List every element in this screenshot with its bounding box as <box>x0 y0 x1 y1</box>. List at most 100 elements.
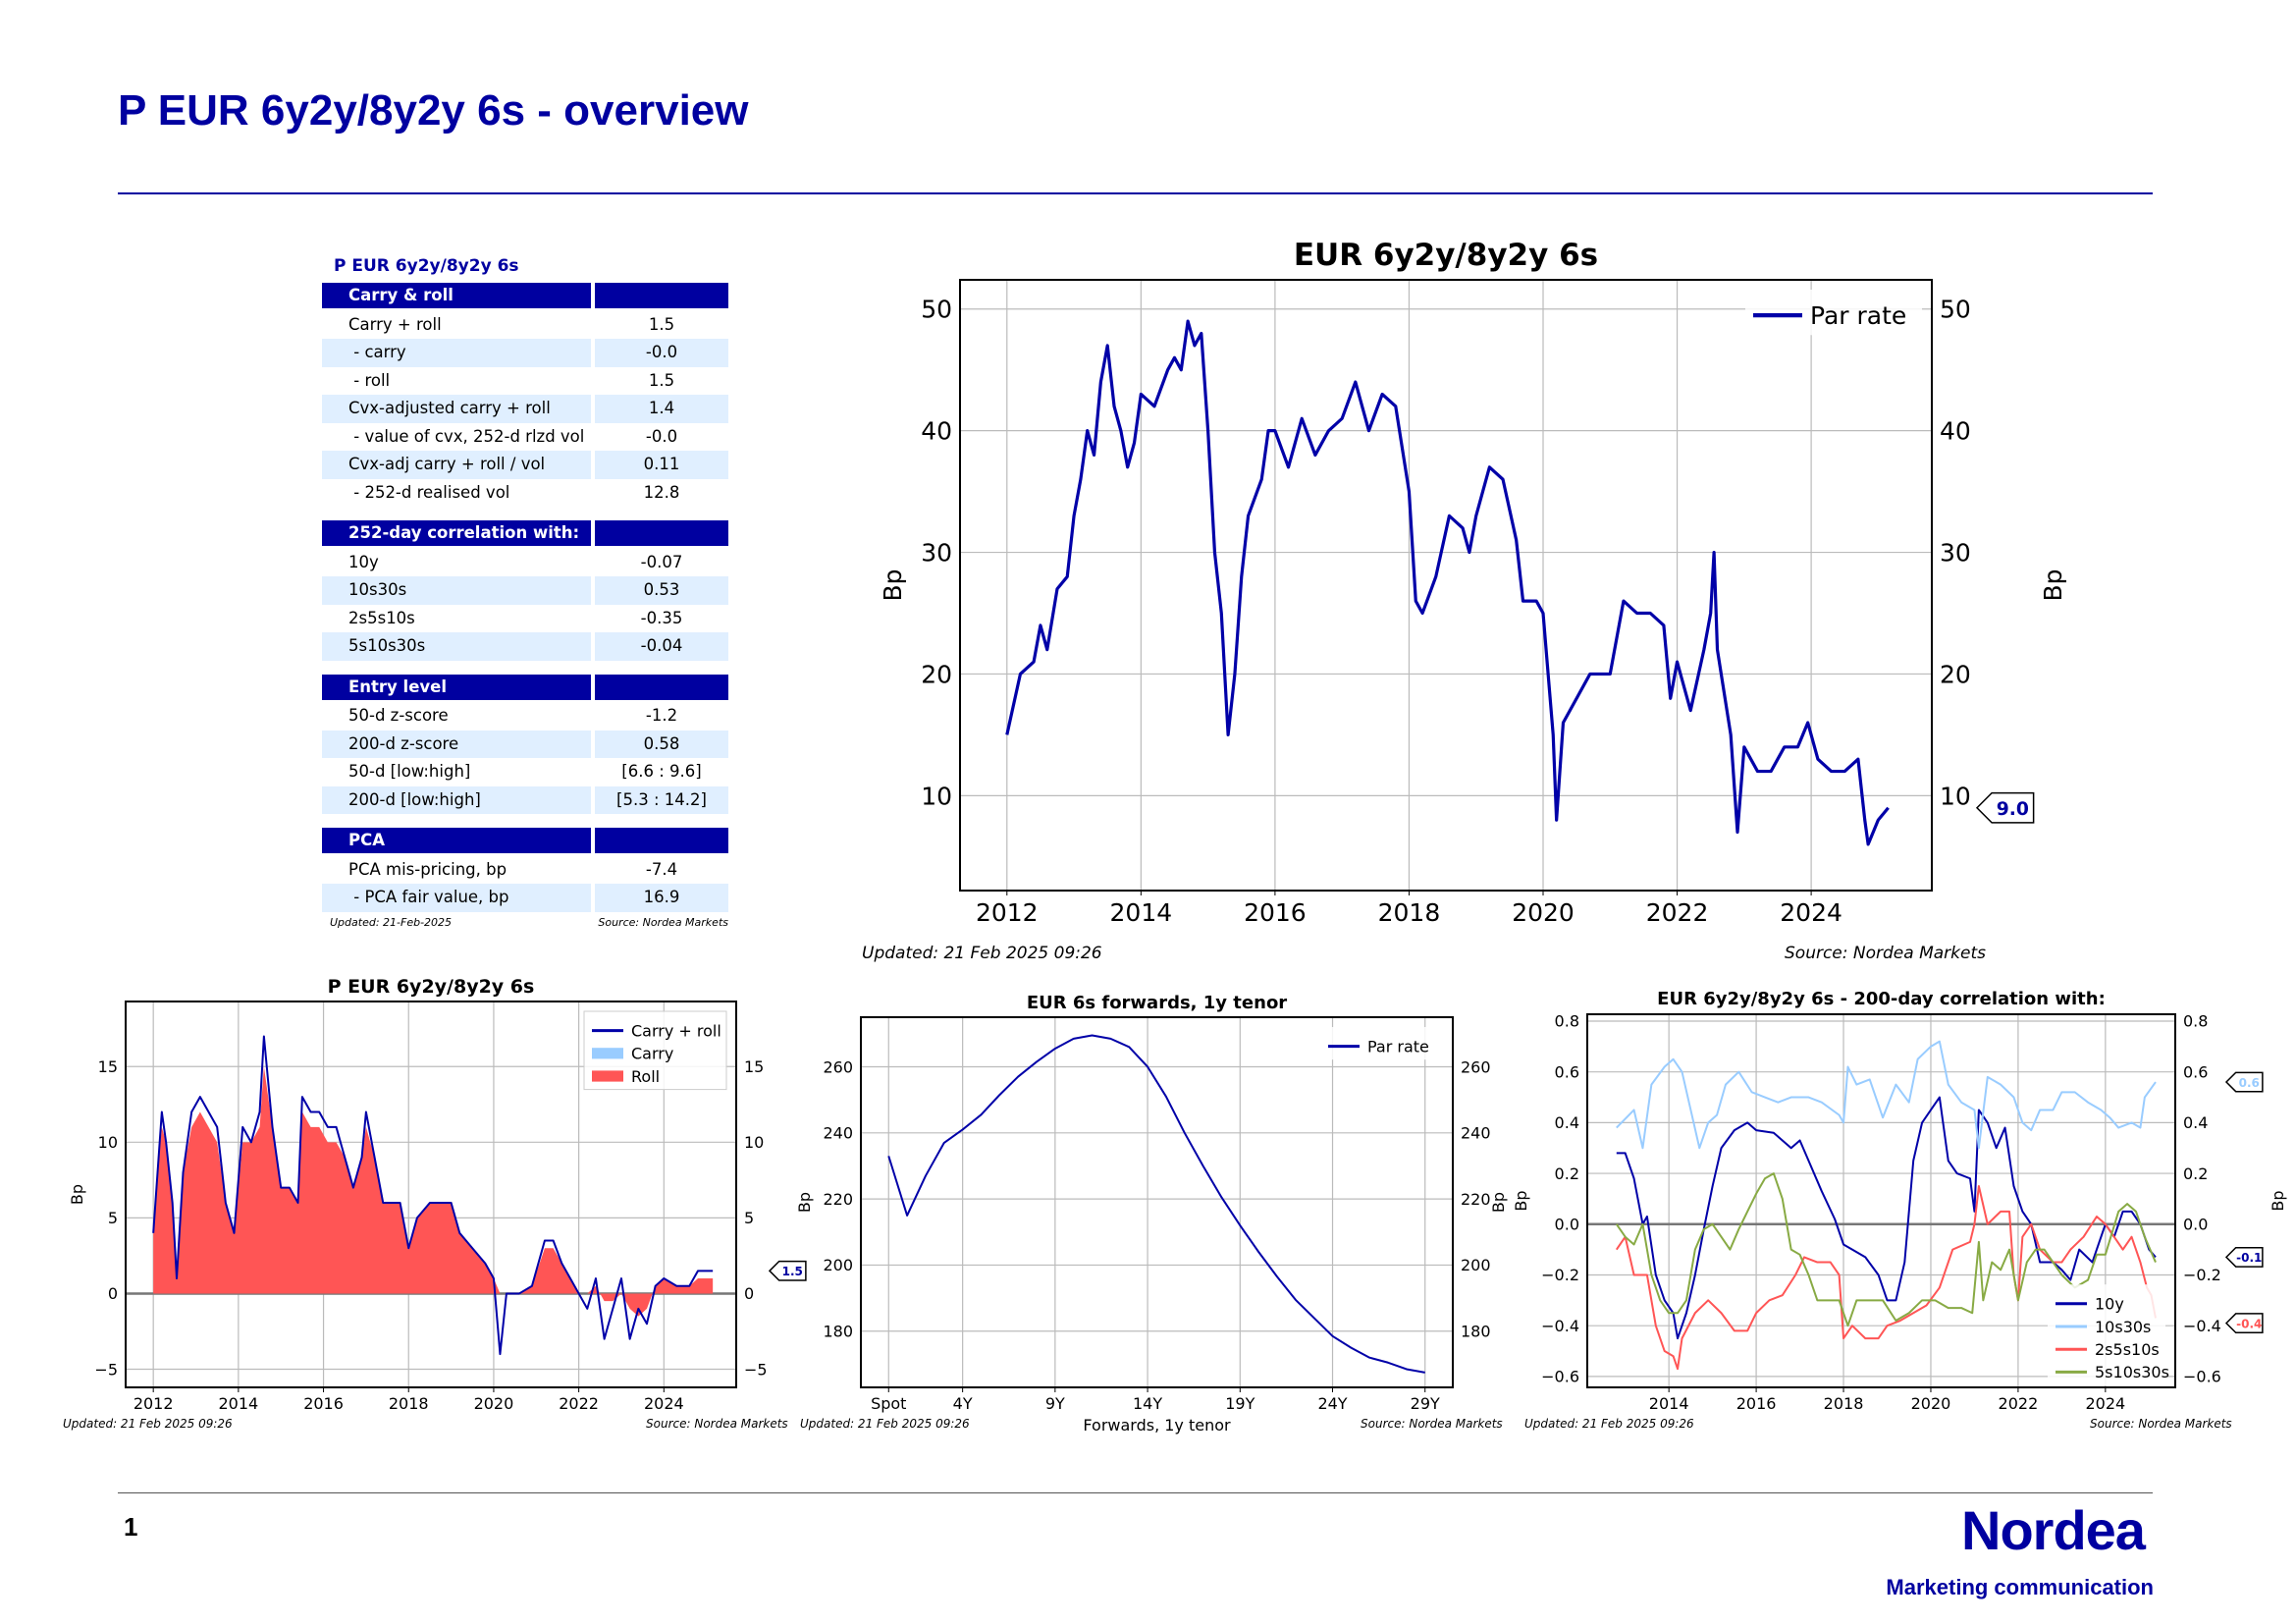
chart-title: EUR 6y2y/8y2y 6s - 200-day correlation w… <box>1657 989 2106 1009</box>
row-value: 1.5 <box>648 314 675 334</box>
x-tick-label: 24Y <box>1317 1394 1347 1413</box>
legend-label: 5s10s30s <box>2095 1363 2169 1381</box>
x-tick-label: 2018 <box>1824 1394 1864 1413</box>
y-tick-label-left: 0.4 <box>1555 1113 1579 1132</box>
y-tick-label-right: −5 <box>744 1360 768 1379</box>
section-header: PCA <box>322 828 728 856</box>
y-tick-label-right: 20 <box>1940 660 1971 688</box>
value-marker-label: 9.0 <box>1997 799 2029 820</box>
chart-title: EUR 6s forwards, 1y tenor <box>1027 993 1287 1013</box>
row-label: 10y <box>348 552 379 571</box>
table-row: 10s30s 0.53 <box>322 576 728 605</box>
y-tick-label-left: 0.0 <box>1555 1216 1579 1234</box>
section-header: 252-day correlation with: <box>322 520 728 549</box>
legend-swatch <box>592 1048 623 1059</box>
y-tick-label-right: 30 <box>1940 539 1971 568</box>
table-section: 252-day correlation with: 10y -0.07 10s30s 0… <box>322 520 728 661</box>
corr-source: Source: Nordea Markets <box>2090 1417 2232 1431</box>
y-tick-label-right: 260 <box>1461 1057 1491 1076</box>
y-tick-label-right: 50 <box>1940 296 1971 324</box>
section-header-label: PCA <box>322 828 591 853</box>
series-line-2s5s10s <box>1615 1185 2157 1371</box>
y-tick-label-right: 220 <box>1461 1190 1491 1209</box>
row-value: 0.58 <box>595 730 728 758</box>
x-tick-label: 2018 <box>1378 898 1441 927</box>
x-tick-label: 2018 <box>389 1394 429 1413</box>
chart-title: EUR 6y2y/8y2y 6s <box>1294 238 1598 273</box>
y-tick-label-left: 0.6 <box>1555 1062 1579 1081</box>
row-label: - roll <box>348 370 391 390</box>
y-tick-label-right: 15 <box>744 1057 764 1076</box>
x-tick-label: 2016 <box>1736 1394 1777 1413</box>
value-marker <box>2224 1313 2264 1334</box>
legend-label: Carry + roll <box>631 1021 721 1040</box>
legend-label: Roll <box>631 1067 660 1086</box>
row-label: - carry <box>322 339 591 367</box>
legend-swatch <box>592 1070 623 1082</box>
area-roll <box>153 1066 714 1317</box>
header-divider <box>118 192 2153 194</box>
row-label: 200-d [low:high] <box>322 785 591 814</box>
y-tick-label-right: 5 <box>744 1209 754 1227</box>
row-value: 1.4 <box>595 395 728 423</box>
y-axis-label-right: Bp <box>2269 1190 2287 1211</box>
y-tick-label-left: 15 <box>98 1057 118 1076</box>
x-tick-label: 2012 <box>133 1394 174 1413</box>
table-row: 5s10s30s -0.04 <box>322 632 728 661</box>
value-marker-label: 1.5 <box>782 1265 803 1278</box>
section-header-value <box>595 520 728 546</box>
y-tick-label-left: −0.6 <box>1541 1368 1579 1386</box>
y-tick-label-left: 0.8 <box>1555 1012 1579 1031</box>
y-tick-label-right: 240 <box>1461 1124 1491 1143</box>
row-label: 50-d [low:high] <box>348 762 471 781</box>
row-label: 50-d z-score <box>348 706 449 725</box>
y-tick-label-left: 40 <box>921 417 952 446</box>
y-tick-label-left: −0.2 <box>1541 1266 1579 1284</box>
row-value: -0.35 <box>640 608 683 627</box>
x-axis-label: Forwards, 1y tenor <box>1083 1416 1231 1435</box>
x-tick-label: 19Y <box>1225 1394 1255 1413</box>
y-tick-label-right: 0 <box>744 1284 754 1303</box>
table-row: 50-d z-score -1.2 <box>322 702 728 731</box>
table-row: 10y -0.07 <box>322 549 728 577</box>
y-tick-label-left: 180 <box>823 1323 853 1341</box>
y-axis-label-left: Bp <box>795 1192 814 1213</box>
forwards-source: Source: Nordea Markets <box>1361 1417 1503 1431</box>
x-tick-label: 2024 <box>1780 898 1842 927</box>
row-value: [5.3 : 14.2] <box>595 785 728 814</box>
table-section: Entry level 50-d z-score -1.2 200-d z-score… <box>322 674 728 814</box>
y-tick-label-left: 10 <box>98 1133 118 1152</box>
x-tick-label: 2020 <box>1911 1394 1951 1413</box>
row-value: [6.6 : 9.6] <box>621 762 702 781</box>
table-body: Carry & roll Carry + roll 1.5 - carry -0.0 … <box>322 283 728 912</box>
row-label: Cvx-adjusted carry + roll <box>322 395 591 423</box>
plot-frame <box>125 1001 737 1388</box>
legend-label: 10s30s <box>2095 1318 2151 1336</box>
plot-frame <box>860 1016 1454 1388</box>
x-tick-label: 2022 <box>1999 1394 2039 1413</box>
x-tick-label: 2016 <box>303 1394 344 1413</box>
table-row: Carry + roll 1.5 <box>322 311 728 340</box>
section-header-label: Entry level <box>322 674 591 700</box>
chart-title: P EUR 6y2y/8y2y 6s <box>328 976 535 998</box>
y-tick-label-right: 40 <box>1940 417 1971 446</box>
y-tick-label-left: −5 <box>94 1360 118 1379</box>
x-tick-label: 4Y <box>953 1394 973 1413</box>
y-tick-label-left: 50 <box>921 296 952 324</box>
table-row: - roll 1.5 <box>322 367 728 396</box>
y-tick-label-left: −0.4 <box>1541 1317 1579 1335</box>
row-label: - 252-d realised vol <box>348 482 510 502</box>
y-tick-label-left: 260 <box>823 1057 853 1076</box>
y-axis-label-left: Bp <box>68 1184 86 1205</box>
y-tick-label-left: 5 <box>108 1209 118 1227</box>
value-marker <box>768 1260 807 1281</box>
y-tick-label-right: 0.2 <box>2183 1164 2208 1183</box>
y-tick-label-right: −0.4 <box>2183 1317 2221 1335</box>
y-tick-label-left: 200 <box>823 1256 853 1274</box>
main-updated: Updated: 21 Feb 2025 09:26 <box>862 944 1102 963</box>
table-section: Carry & roll Carry + roll 1.5 - carry -0.0 … <box>322 283 728 507</box>
y-tick-label-right: −0.2 <box>2183 1266 2221 1284</box>
table-row: 200-d [low:high] [5.3 : 14.2] <box>322 785 728 814</box>
legend-label: Carry <box>631 1045 673 1063</box>
